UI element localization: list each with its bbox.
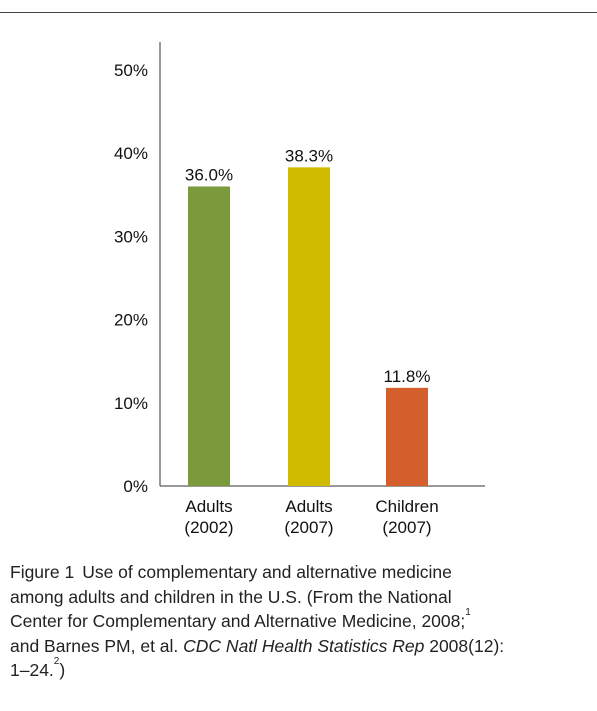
category-label: Adults [285, 497, 332, 516]
caption-line-2: among adults and children in the U.S. (F… [10, 586, 452, 607]
bar-value-label: 38.3% [285, 146, 333, 165]
category-label: Children [375, 497, 438, 516]
caption-text-4b: 2008(12): [424, 635, 505, 656]
caption-line-5: 1–24.2) [10, 656, 590, 683]
bar-chart: 0% 10% 20% 30% 40% 50% 36.0% 38.3% 11.8% Adults… [114, 42, 485, 537]
bar-value-label: 36.0% [185, 165, 233, 184]
reference-2: 2 [53, 656, 60, 667]
bar [188, 186, 230, 487]
y-tick-label: 40% [114, 144, 148, 163]
bar [288, 167, 330, 486]
figure-caption: Figure 1 Use of complementary and alterna… [10, 560, 590, 683]
caption-line-1: Figure 1 Use of complementary and alterna… [10, 560, 590, 585]
caption-text-5: 1–24. [10, 660, 54, 680]
caption-text-3: Center for Complementary and Alternative… [10, 611, 466, 631]
y-tick-label: 0% [123, 477, 148, 496]
journal-name: CDC Natl Health Statistics Rep [183, 635, 425, 656]
top-rule [0, 12, 597, 13]
y-tick-label: 20% [114, 311, 148, 330]
category-label: (2007) [382, 518, 431, 537]
bar [386, 387, 428, 486]
category-label: (2002) [184, 518, 233, 537]
caption-text-4a: and Barnes PM, et al. [10, 635, 184, 656]
caption-line-3: Center for Complementary and Alternative… [10, 607, 590, 634]
figure-number: Figure 1 [10, 562, 75, 582]
y-tick-label: 10% [114, 394, 148, 413]
category-label: Adults [185, 497, 232, 516]
caption-line-4: and Barnes PM, et al. CDC Natl Health St… [10, 634, 590, 659]
y-tick-label: 30% [114, 227, 148, 246]
caption-text-5-end: ) [59, 660, 66, 680]
bar-value-label: 11.8% [384, 367, 431, 386]
category-label: (2007) [284, 518, 333, 537]
caption-text-1: Use of complementary and alternative med… [82, 562, 452, 582]
y-tick-label: 50% [114, 61, 148, 80]
reference-1: 1 [465, 607, 471, 618]
